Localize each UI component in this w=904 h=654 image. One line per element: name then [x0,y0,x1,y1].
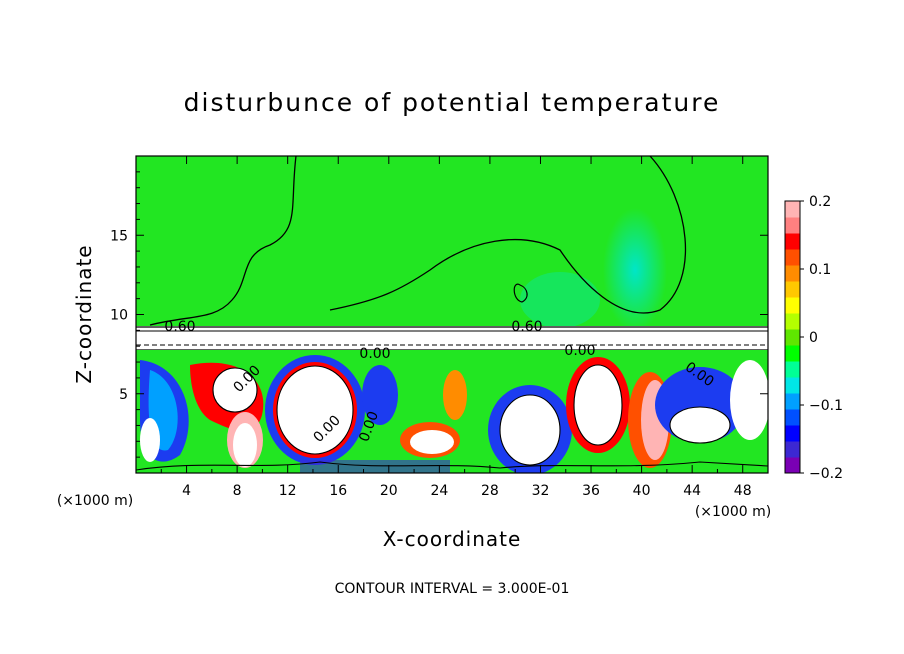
colorbar-segment [785,313,800,330]
x-tick-label: 40 [633,483,651,499]
contour-line-upper-1 [149,156,297,326]
colorbar-segment [785,361,800,378]
x-unit-label-right: (×1000 m) [695,504,771,520]
upper-plume-2 [520,272,600,328]
x-tick-label: 4 [182,483,191,499]
colorbar-segment [785,409,800,426]
colorbar-segment [785,201,800,218]
lower-cells [140,355,768,473]
contour-label: 0.60 [511,319,542,335]
colorbar-segment [785,297,800,314]
colorbar-segment [785,265,800,282]
colorbar-ticks: 0.2 0.1 0 −0.1 −0.2 [800,194,843,482]
x-tick-label: 28 [481,483,499,499]
colorbar-segment [785,393,800,410]
colorbar-segment [785,345,800,362]
colorbar-tick-label: 0.2 [809,194,831,210]
y-tick-label: 15 [110,228,128,244]
x-unit-label: (×1000 m) [57,493,133,509]
plot-area [136,156,768,473]
colorbar-segment [785,441,800,458]
colorbar [785,201,800,474]
x-tick-label: 20 [380,483,398,499]
x-axis-label: X-coordinate [383,527,522,551]
colorbar-segment [785,249,800,266]
contour-loop-upper [513,283,528,303]
colorbar-segment [785,329,800,346]
lower-contours [136,364,768,471]
contour-interval-note: CONTOUR INTERVAL = 3.000E-01 [335,581,570,597]
colorbar-segment [785,233,800,250]
x-tick-label: 16 [329,483,347,499]
contour-line-upper-2 [329,156,687,314]
x-tick-label: 8 [233,483,242,499]
colorbar-tick-label: −0.1 [809,398,843,414]
chart-title: disturbunce of potential temperature [184,88,721,117]
colorbar-tick-label: −0.2 [809,466,843,482]
colorbar-segment [785,377,800,394]
x-axis: 4 8 12 16 20 24 28 32 36 40 44 48 [160,156,752,499]
colorbar-segment [785,457,800,474]
x-tick-label: 36 [582,483,600,499]
x-tick-label: 44 [683,483,701,499]
x-tick-label: 24 [430,483,448,499]
contour-label: 0.00 [564,343,595,359]
colorbar-tick-label: 0.1 [809,262,831,278]
y-axis: 5 10 15 [110,171,768,458]
contour-label: 0.60 [164,319,195,335]
y-axis-label: Z-coordinate [72,244,96,383]
x-tick-label: 32 [532,483,550,499]
inversion-band [136,326,768,350]
x-tick-label: 48 [734,483,752,499]
colorbar-segment [785,281,800,298]
colorbar-segment [785,217,800,234]
colorbar-segment [785,425,800,442]
y-tick-label: 5 [119,387,128,403]
x-tick-label: 12 [279,483,297,499]
contour-label: 0.00 [359,346,390,362]
upper-plume [603,208,667,332]
colorbar-tick-label: 0 [809,330,818,346]
y-tick-label: 10 [110,308,128,324]
